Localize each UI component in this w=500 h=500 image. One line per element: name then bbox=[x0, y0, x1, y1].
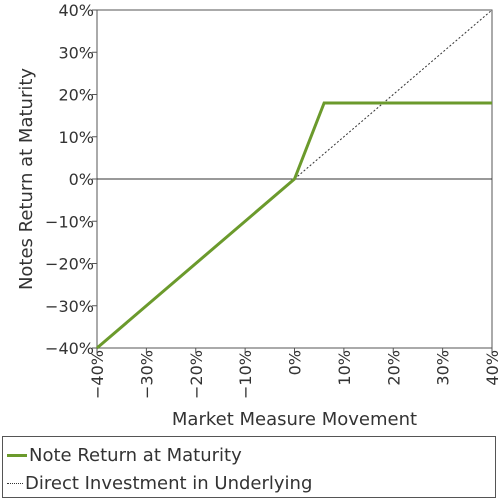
legend-label-note-return: Note Return at Maturity bbox=[29, 444, 242, 466]
x-tick-label: 0% bbox=[286, 350, 305, 375]
y-axis-title: Notes Return at Maturity bbox=[16, 68, 37, 290]
y-tick-label: 30% bbox=[58, 43, 94, 62]
series-line-note-return bbox=[96, 101, 492, 350]
x-tick-label: 40% bbox=[483, 350, 500, 386]
y-tick-label: −20% bbox=[45, 255, 94, 274]
legend-item-direct-investment: Direct Investment in Underlying bbox=[3, 469, 312, 497]
x-axis-title: Market Measure Movement bbox=[172, 409, 417, 430]
y-tick-label: −30% bbox=[45, 297, 94, 316]
x-tick-label: 30% bbox=[434, 350, 453, 386]
legend-label-direct-investment: Direct Investment in Underlying bbox=[25, 472, 313, 494]
y-tick-label: 10% bbox=[58, 128, 94, 147]
x-tick-label: 10% bbox=[335, 350, 354, 386]
y-axis: −40% −30% −20% −10% 0% 10% 20% 30% 40% bbox=[45, 1, 97, 358]
chart: −40%−30%−20%−10%0%10%20%30%40% −40% −30% −… bbox=[16, 1, 500, 430]
y-tick-label: 40% bbox=[58, 1, 94, 20]
series-layer bbox=[96, 9, 493, 350]
x-tick-label: −20% bbox=[187, 350, 206, 399]
legend-item-note-return: Note Return at Maturity bbox=[3, 441, 242, 469]
y-tick-label: 0% bbox=[69, 170, 94, 189]
x-tick-label: −10% bbox=[236, 350, 255, 399]
legend-swatch-note-return bbox=[7, 453, 27, 457]
series-line-direct-investment bbox=[96, 9, 493, 349]
x-tick-label: −40% bbox=[88, 350, 107, 399]
x-axis: −40% −30% −20% −10% 0% 10% 20% 30% 40% bbox=[88, 348, 500, 399]
x-tick-label: 20% bbox=[384, 350, 403, 386]
x-tick-label: −30% bbox=[137, 350, 156, 399]
y-tick-label: −10% bbox=[45, 212, 94, 231]
y-tick-label: −40% bbox=[45, 339, 94, 358]
y-tick-label: 20% bbox=[58, 86, 94, 105]
legend-swatch-direct-investment bbox=[7, 482, 23, 484]
legend: Note Return at Maturity Direct Investmen… bbox=[2, 436, 496, 498]
